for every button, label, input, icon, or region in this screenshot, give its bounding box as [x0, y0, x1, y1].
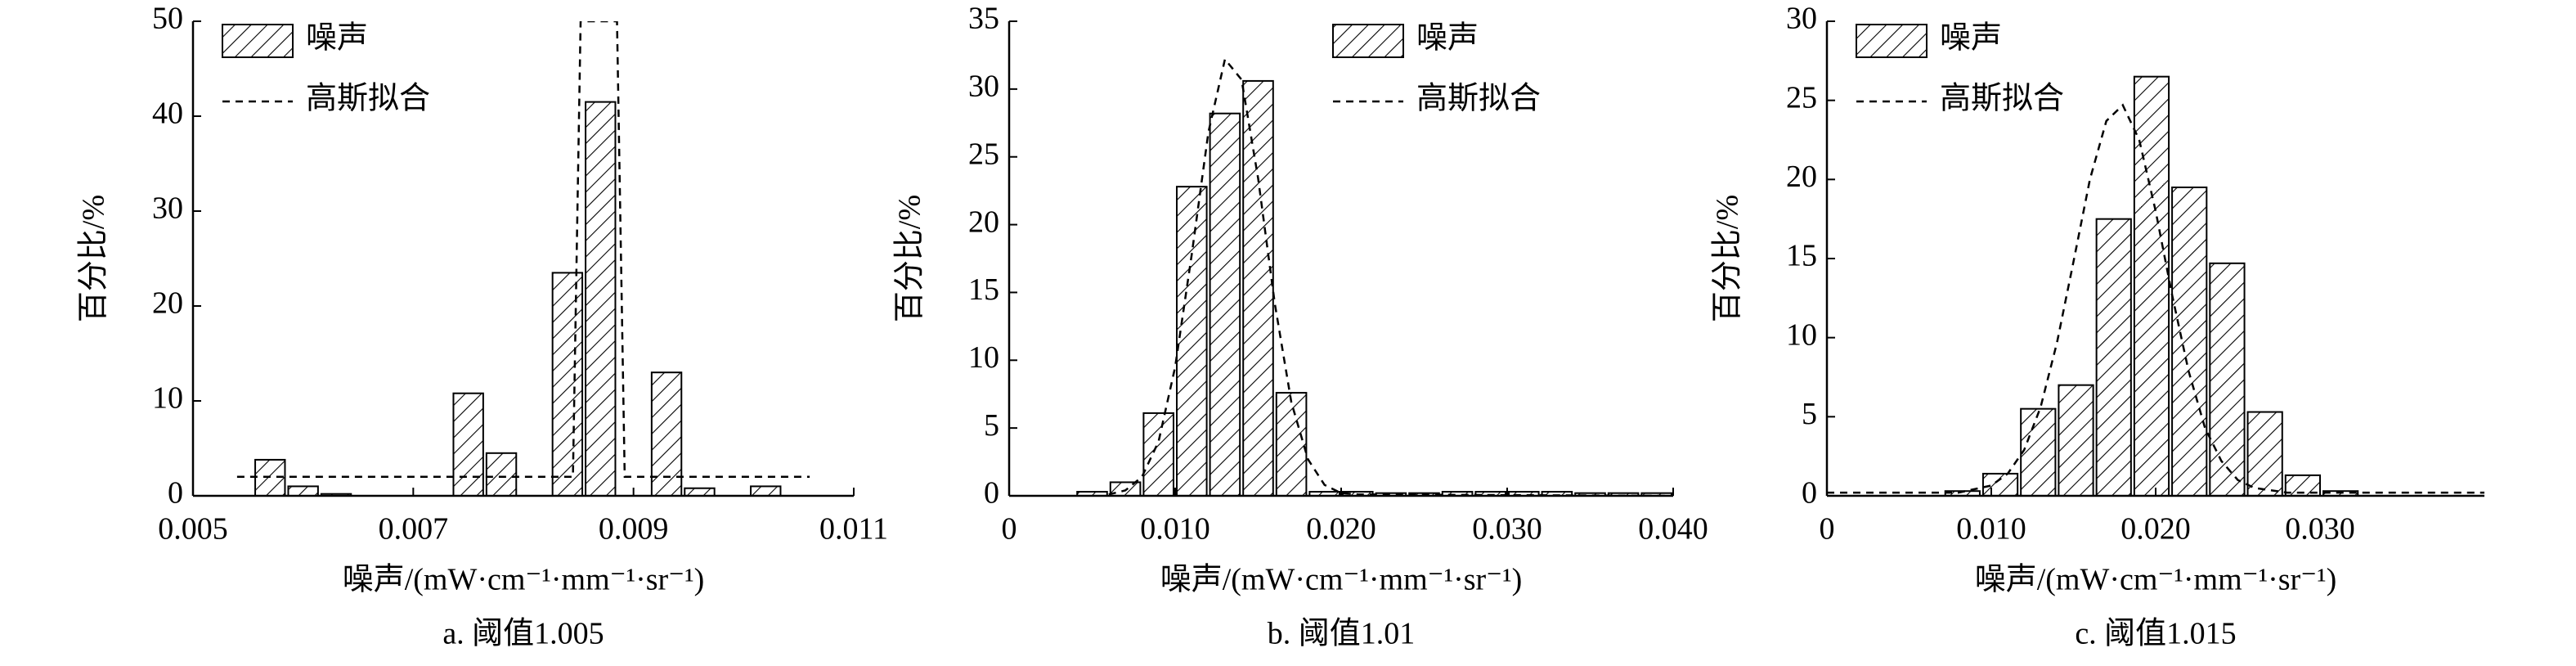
chart-title: c. 阈值1.015	[2075, 617, 2236, 651]
y-tick-label: 35	[968, 2, 999, 36]
x-axis-label: 噪声/(mW·cm⁻¹·mm⁻¹·sr⁻¹)	[343, 563, 705, 597]
x-tick-label: 0.011	[819, 512, 888, 547]
bar	[2171, 187, 2208, 497]
x-tick-label: 0.007	[379, 512, 449, 547]
bar	[585, 101, 617, 497]
bar	[1209, 112, 1241, 497]
bar	[2133, 75, 2170, 497]
legend-label: 高斯拟合	[1940, 82, 2064, 116]
y-axis-label: 百分比/%	[1711, 195, 1745, 322]
bar	[452, 392, 484, 497]
bar	[2209, 262, 2246, 497]
panel: 0 10 20 30 40 50 0.005 0.007 0.009 0.011 噪声/(mW·cm…	[77, 2, 888, 651]
legend-label: 噪声	[306, 21, 368, 56]
y-tick-label: 10	[968, 340, 999, 375]
y-tick-label: 10	[1786, 317, 1817, 352]
x-axis-label: 噪声/(mW·cm⁻¹·mm⁻¹·sr⁻¹)	[1975, 563, 2337, 597]
x-tick-label: 0.040	[1638, 512, 1708, 547]
legend-label: 高斯拟合	[1416, 82, 1541, 116]
y-tick-label: 15	[968, 272, 999, 307]
y-tick-label: 0	[1802, 476, 1817, 511]
bar	[551, 272, 584, 497]
legend-label: 噪声	[1416, 21, 1479, 56]
bar	[1981, 472, 2019, 497]
y-tick-label: 5	[984, 408, 999, 443]
legend-label: 噪声	[1940, 21, 2002, 56]
y-tick-label: 40	[152, 97, 183, 131]
y-tick-label: 10	[152, 381, 183, 416]
x-tick-label: 0.009	[599, 512, 669, 547]
y-tick-label: 30	[152, 191, 183, 226]
x-tick-label: 0.020	[1306, 512, 1376, 547]
chart-title: b. 阈值1.01	[1268, 617, 1416, 651]
x-tick-label: 0	[1820, 512, 1835, 547]
bar	[2246, 411, 2283, 497]
bar	[2020, 407, 2057, 497]
y-tick-label: 20	[968, 205, 999, 239]
y-tick-label: 20	[152, 286, 183, 321]
y-tick-label: 25	[968, 137, 999, 171]
x-tick-label: 0.010	[1956, 512, 2026, 547]
x-tick-label: 0.005	[158, 512, 228, 547]
y-axis-label: 百分比/%	[893, 195, 927, 322]
bar	[287, 485, 319, 497]
y-axis-label: 百分比/%	[77, 195, 111, 322]
y-tick-label: 25	[1786, 80, 1817, 115]
y-tick-label: 5	[1802, 397, 1817, 431]
y-tick-label: 30	[968, 70, 999, 104]
bar	[2058, 384, 2094, 497]
y-tick-label: 0	[984, 476, 999, 511]
x-tick-label: 0	[1002, 512, 1017, 547]
chart-title: a. 阈值1.005	[442, 617, 604, 651]
fit-line	[1827, 103, 2484, 494]
y-tick-label: 20	[1786, 160, 1817, 194]
legend-swatch	[1332, 24, 1404, 58]
y-tick-label: 50	[152, 2, 183, 36]
panel: 0 5 10 15 20 25 30 35 0 0.010 0.020 0.030 0.040 噪声/(m…	[893, 2, 1708, 651]
legend-swatch	[1856, 24, 1928, 58]
bar	[485, 452, 518, 497]
bar	[750, 485, 782, 497]
bar	[1176, 186, 1208, 497]
legend-label: 高斯拟合	[306, 82, 430, 116]
bar	[1142, 412, 1175, 497]
bar	[684, 487, 716, 497]
x-tick-label: 0.010	[1140, 512, 1210, 547]
bar	[1242, 79, 1274, 497]
bar	[2095, 218, 2132, 497]
x-tick-label: 0.020	[2120, 512, 2191, 547]
panel: 0 5 10 15 20 25 30 0 0.010 0.020 0.030 噪声/(mW·cm⁻¹·…	[1711, 2, 2484, 651]
fit-line	[236, 21, 810, 479]
x-tick-label: 0.030	[2285, 512, 2355, 547]
x-axis-label: 噪声/(mW·cm⁻¹·mm⁻¹·sr⁻¹)	[1160, 563, 1523, 597]
legend-swatch	[222, 24, 294, 58]
y-tick-label: 15	[1786, 239, 1817, 273]
bar	[1275, 392, 1308, 497]
y-tick-label: 0	[168, 476, 183, 511]
x-tick-label: 0.030	[1472, 512, 1542, 547]
y-tick-label: 30	[1786, 2, 1817, 36]
